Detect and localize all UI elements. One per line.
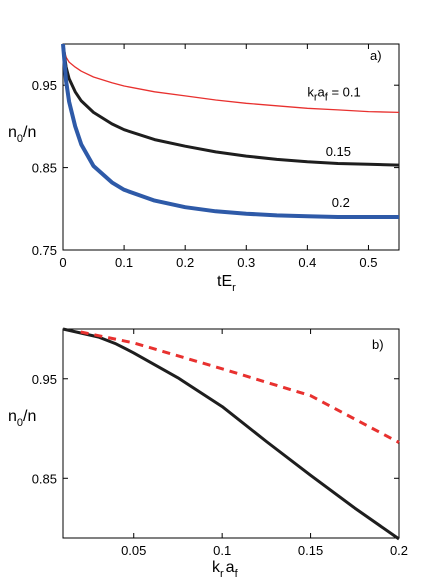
panel-a-ticks: 0 0.1 0.2 0.3 0.4 0.5 0.75 0.85 0.95 (32, 44, 399, 270)
x-axis-label-main: tE (217, 273, 232, 290)
x-tick-label: 0 (59, 255, 66, 270)
series-line-1 (61, 43, 400, 167)
panel-a-label: a) (370, 48, 382, 63)
x-tick-label: 0.3 (237, 255, 255, 270)
x-tick-label: 0.4 (298, 255, 316, 270)
panel-a: 0 0.1 0.2 0.3 0.4 0.5 0.75 0.85 0.95 a) kraf = 0… (8, 43, 400, 294)
panel-a-frame (62, 43, 400, 251)
panel-a-x-axis-label: tEr (217, 273, 236, 294)
x-tick-label: 0.5 (359, 255, 377, 270)
x-axis-a: a (226, 559, 235, 576)
x-axis-label-sub: r (232, 282, 236, 294)
y-tick-label: 0.85 (32, 161, 57, 176)
series-line-0 (62, 43, 400, 114)
x-axis-k-sub: r (220, 568, 224, 580)
curve-label-1: 0.15 (326, 144, 351, 159)
panel-b-label: b) (372, 337, 384, 352)
y-axis-label-tail: /n (23, 408, 36, 425)
x-axis-k: k (212, 559, 221, 576)
x-axis-a-sub: f (235, 568, 239, 580)
y-axis-label-main: n (8, 124, 17, 141)
series-line-2 (61, 43, 399, 219)
panel-a-y-axis-label: n0/n (8, 124, 36, 145)
series-line-1 (80, 330, 400, 444)
y-axis-label-tail: /n (23, 124, 36, 141)
curve-label-0: kraf = 0.1 (307, 85, 360, 104)
y-tick-label: 0.75 (32, 243, 57, 258)
y-tick-label: 0.95 (32, 372, 57, 387)
y-tick-label: 0.95 (32, 78, 57, 93)
series-line-0 (62, 327, 400, 541)
x-tick-label: 0.2 (390, 543, 408, 558)
y-tick-label: 0.85 (32, 471, 57, 486)
y-axis-label-main: n (8, 408, 17, 425)
x-tick-label: 0.15 (298, 543, 323, 558)
x-tick-label: 0.1 (213, 543, 231, 558)
curve-label-2: 0.2 (332, 195, 350, 210)
panel-b-lines (62, 327, 400, 541)
panel-b-frame (62, 328, 400, 539)
y-axis-label-sub: 0 (17, 133, 23, 145)
panel-b-x-axis-label: kr af (212, 559, 239, 580)
panel-b-ticks: 0.05 0.1 0.15 0.2 0.85 0.95 (32, 329, 408, 558)
x-tick-label: 0.2 (176, 255, 194, 270)
panel-b-y-axis-label: n0/n (8, 408, 36, 429)
panel-b: 0.05 0.1 0.15 0.2 0.85 0.95 b) kr af n0/n (8, 327, 408, 580)
x-tick-label: 0.1 (115, 255, 133, 270)
x-tick-label: 0.05 (121, 543, 146, 558)
y-axis-label-sub: 0 (17, 417, 23, 429)
panel-a-lines (61, 43, 400, 219)
panel-a-annotations: kraf = 0.1 0.15 0.2 (307, 85, 360, 210)
